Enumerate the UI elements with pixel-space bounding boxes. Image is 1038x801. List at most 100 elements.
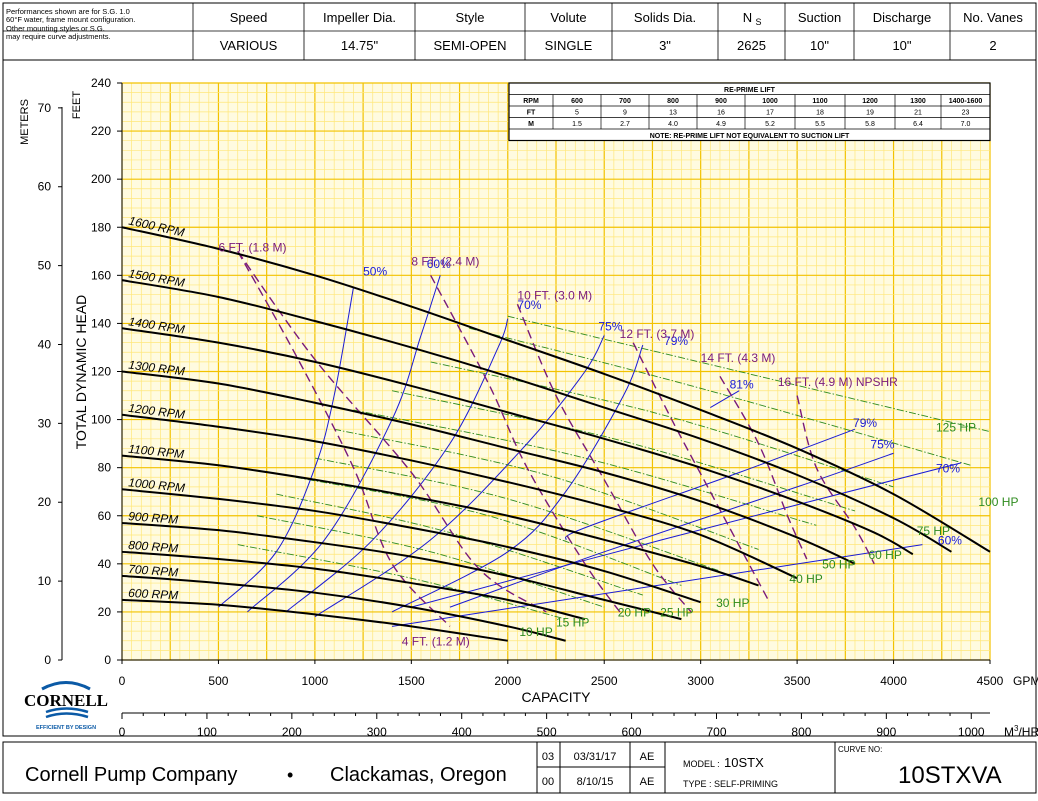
x-tick-label: 1500 [398,674,425,688]
efficiency-label: 60% [427,257,451,271]
reprime-cell: 5.8 [865,121,875,128]
header-value: 3" [659,38,671,53]
hp-curve [469,327,971,466]
reprime-cell: 13 [669,110,677,117]
npshr-curve [796,395,875,565]
reprime-cell: 21 [914,110,922,117]
reprime-cell: 1400-1600 [949,98,983,105]
logo-tagline: EFFICIENT BY DESIGN [36,725,96,731]
reprime-cell: 23 [962,110,970,117]
header-label: Volute [550,10,586,25]
meters-tick-label: 40 [38,337,52,351]
npshr-curve [632,342,769,601]
speed-curve [121,226,991,553]
hp-curve [391,390,856,512]
reprime-cell: 800 [667,98,679,105]
y-tick-label: 40 [98,557,112,571]
hp-label: 125 HP [936,421,976,435]
header-value: 2625 [737,38,766,53]
y-unit-feet: FEET [71,91,83,119]
y-tick-label: 160 [91,268,111,282]
efficiency-curve [449,452,894,608]
reprime-lift-table: RE-PRIME LIFT RPM FT M 600 5 1.5 700 9 2.7 800 13 4.… [508,82,991,142]
speed-label: 900 RPM [128,509,179,527]
hp-label: 60 HP [868,548,901,562]
npshr-label: 10 FT. (3.0 M) [517,288,592,302]
speed-curve [121,598,508,642]
efficiency-curve [411,462,962,608]
speed-curve [121,521,682,621]
speed-label: 700 RPM [128,562,179,580]
y-tick-label: 220 [91,124,111,138]
reprime-cell: 9 [623,110,627,117]
speed-curve [121,413,798,580]
company-location: Clackamas, Oregon [330,764,507,786]
m3hr-tick-label: 0 [119,725,126,739]
reprime-cell: 16 [717,110,725,117]
header-value: SEMI-OPEN [434,38,507,53]
header-label-ns: N [743,10,752,25]
efficiency-curve [710,390,740,408]
hp-curve [256,515,605,608]
npshr-curve [719,375,808,560]
speed-curve [121,279,952,553]
y-unit-meters: METERS [19,99,31,145]
x-unit-m3hr: M3/HR [1004,724,1038,739]
header-note-line: Other mounting styles or S.G. [6,24,105,33]
m3hr-tick-label: 900 [876,725,896,739]
efficiency-label: 70% [936,461,960,475]
model-value: 10STX [724,755,764,770]
header-value: 10" [810,38,829,53]
x-tick-label: 0 [119,674,126,688]
efficiency-curve [565,428,856,541]
m3hr-tick-label: 100 [197,725,217,739]
speed-curve [121,327,914,556]
hp-curve [353,409,817,526]
header-label: Speed [230,10,268,25]
y-tick-label: 80 [98,461,112,475]
npshr-label: 12 FT. (3.7 M) [620,327,695,341]
y-tick-label: 60 [98,509,112,523]
revision-date: 8/10/15 [577,776,614,788]
speed-label: 1100 RPM [128,442,185,461]
reprime-table-frame [508,82,991,142]
efficiency-label: 79% [664,334,688,348]
speed-label: 600 RPM [128,586,179,602]
header-label: Discharge [873,10,932,25]
header-label: Suction [798,10,841,25]
hp-curve [507,315,991,433]
speed-curve [121,454,759,587]
reprime-cell: 5 [575,110,579,117]
reprime-cell: 1200 [862,98,878,105]
header-label: Style [456,10,485,25]
npshr-label: 8 FT. (2.4 M) [411,255,479,269]
reprime-cell: 7.0 [961,121,971,128]
model-label: MODEL : [683,759,720,769]
logo-name: CORNELL [24,691,108,710]
curve-number-label: CURVE NO: [838,745,882,754]
y-tick-label: 120 [91,365,111,379]
hp-curve [295,476,682,586]
header-note-line: 60°F water, frame mount configuration. [6,15,135,24]
m3hr-tick-label: 300 [367,725,387,739]
hp-label: 15 HP [556,615,589,629]
efficiency-curve [391,544,923,627]
m3hr-tick-label: 400 [452,725,472,739]
hp-label: 75 HP [917,524,950,538]
reprime-cell: FT [527,110,536,117]
m3hr-tick-label: 1000 [958,725,985,739]
y-axis-label: TOTAL DYNAMIC HEAD [73,295,89,450]
reprime-note: NOTE: RE-PRIME LIFT NOT EQUIVALENT TO SU… [650,133,850,140]
x-tick-label: 3000 [687,674,714,688]
reprime-cell: 600 [571,98,583,105]
speed-label: 1300 RPM [128,358,186,379]
reprime-cell: 1000 [762,98,778,105]
npshr-label: 14 FT. (4.3 M) [701,351,776,365]
reprime-cell: 1300 [910,98,926,105]
reprime-cell: 1100 [812,98,827,105]
efficiency-label: 81% [730,377,754,391]
npshr-label: 6 FT. (1.8 M) [218,240,286,254]
reprime-cell: 2.7 [620,121,630,128]
meters-tick-label: 10 [38,574,52,588]
